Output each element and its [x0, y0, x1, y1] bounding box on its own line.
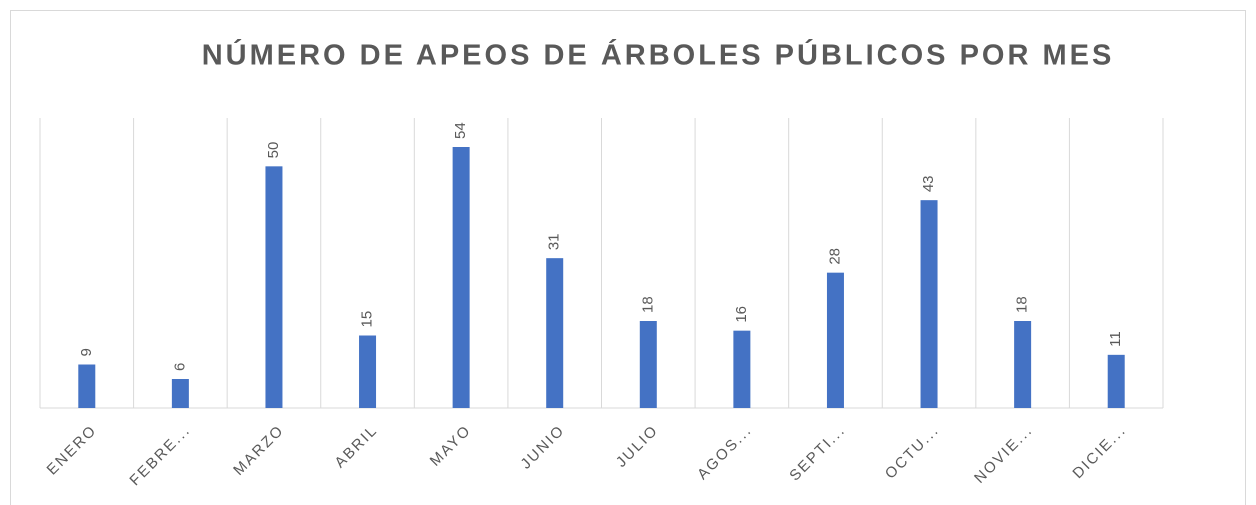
data-label: 54: [452, 122, 469, 139]
data-label: 11: [1107, 331, 1124, 347]
chart-title: NÚMERO DE APEOS DE ÁRBOLES PÚBLICOS POR …: [202, 38, 1115, 72]
data-label: 18: [1014, 296, 1031, 313]
bar: [78, 364, 96, 408]
chart-frame: [10, 10, 1246, 505]
bar: [265, 166, 283, 408]
data-label: 50: [265, 142, 282, 159]
bar: [359, 335, 377, 408]
bar: [1107, 354, 1125, 408]
bar: [546, 258, 564, 408]
bar: [1014, 321, 1032, 408]
data-label: 31: [546, 233, 563, 250]
data-label: 6: [171, 363, 188, 371]
bar: [171, 379, 189, 408]
data-label: 18: [639, 296, 656, 313]
data-label: 43: [920, 175, 937, 192]
data-label: 28: [826, 248, 843, 265]
bar: [826, 272, 844, 408]
data-label: 15: [359, 311, 376, 328]
bar: [733, 330, 751, 408]
data-label: 9: [78, 348, 95, 356]
data-label: 16: [733, 306, 750, 323]
bar: [639, 321, 657, 408]
bar: [920, 200, 938, 408]
bar: [452, 147, 470, 408]
